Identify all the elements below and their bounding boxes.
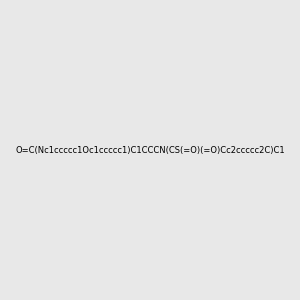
Text: O=C(Nc1ccccc1Oc1ccccc1)C1CCCN(CS(=O)(=O)Cc2ccccc2C)C1: O=C(Nc1ccccc1Oc1ccccc1)C1CCCN(CS(=O)(=O)… [15, 146, 285, 154]
